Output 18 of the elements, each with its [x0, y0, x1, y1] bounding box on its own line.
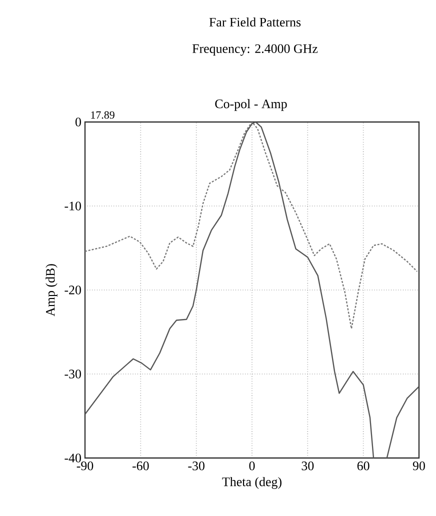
chart-subtitle: Frequency: 2.4000 GHz [192, 44, 318, 56]
text: 17.89 [91, 111, 114, 119]
x-tick-label: 30 [302, 462, 314, 470]
x-tick-label: 90 [412, 462, 425, 470]
y-tick-label: -30 [64, 370, 81, 378]
x-tick-label: -30 [188, 462, 204, 470]
x-tick-label: 60 [357, 462, 370, 470]
x-tick-label: -90 [76, 462, 94, 470]
y-tick-label: 0 [76, 118, 81, 126]
x-axis-title: Theta (deg) [222, 477, 282, 489]
y-axis-title: Amp (dB) [46, 264, 58, 316]
y-tick-label: -40 [64, 454, 81, 462]
text: Co-pol - Amp [215, 99, 287, 111]
y-tick-label: -10 [64, 202, 81, 210]
y-tick-label: -20 [64, 286, 81, 294]
chart-title: Far Field Patterns [209, 17, 301, 27]
x-tick-label: 0 [249, 462, 255, 470]
x-tick-label: -60 [132, 462, 149, 470]
